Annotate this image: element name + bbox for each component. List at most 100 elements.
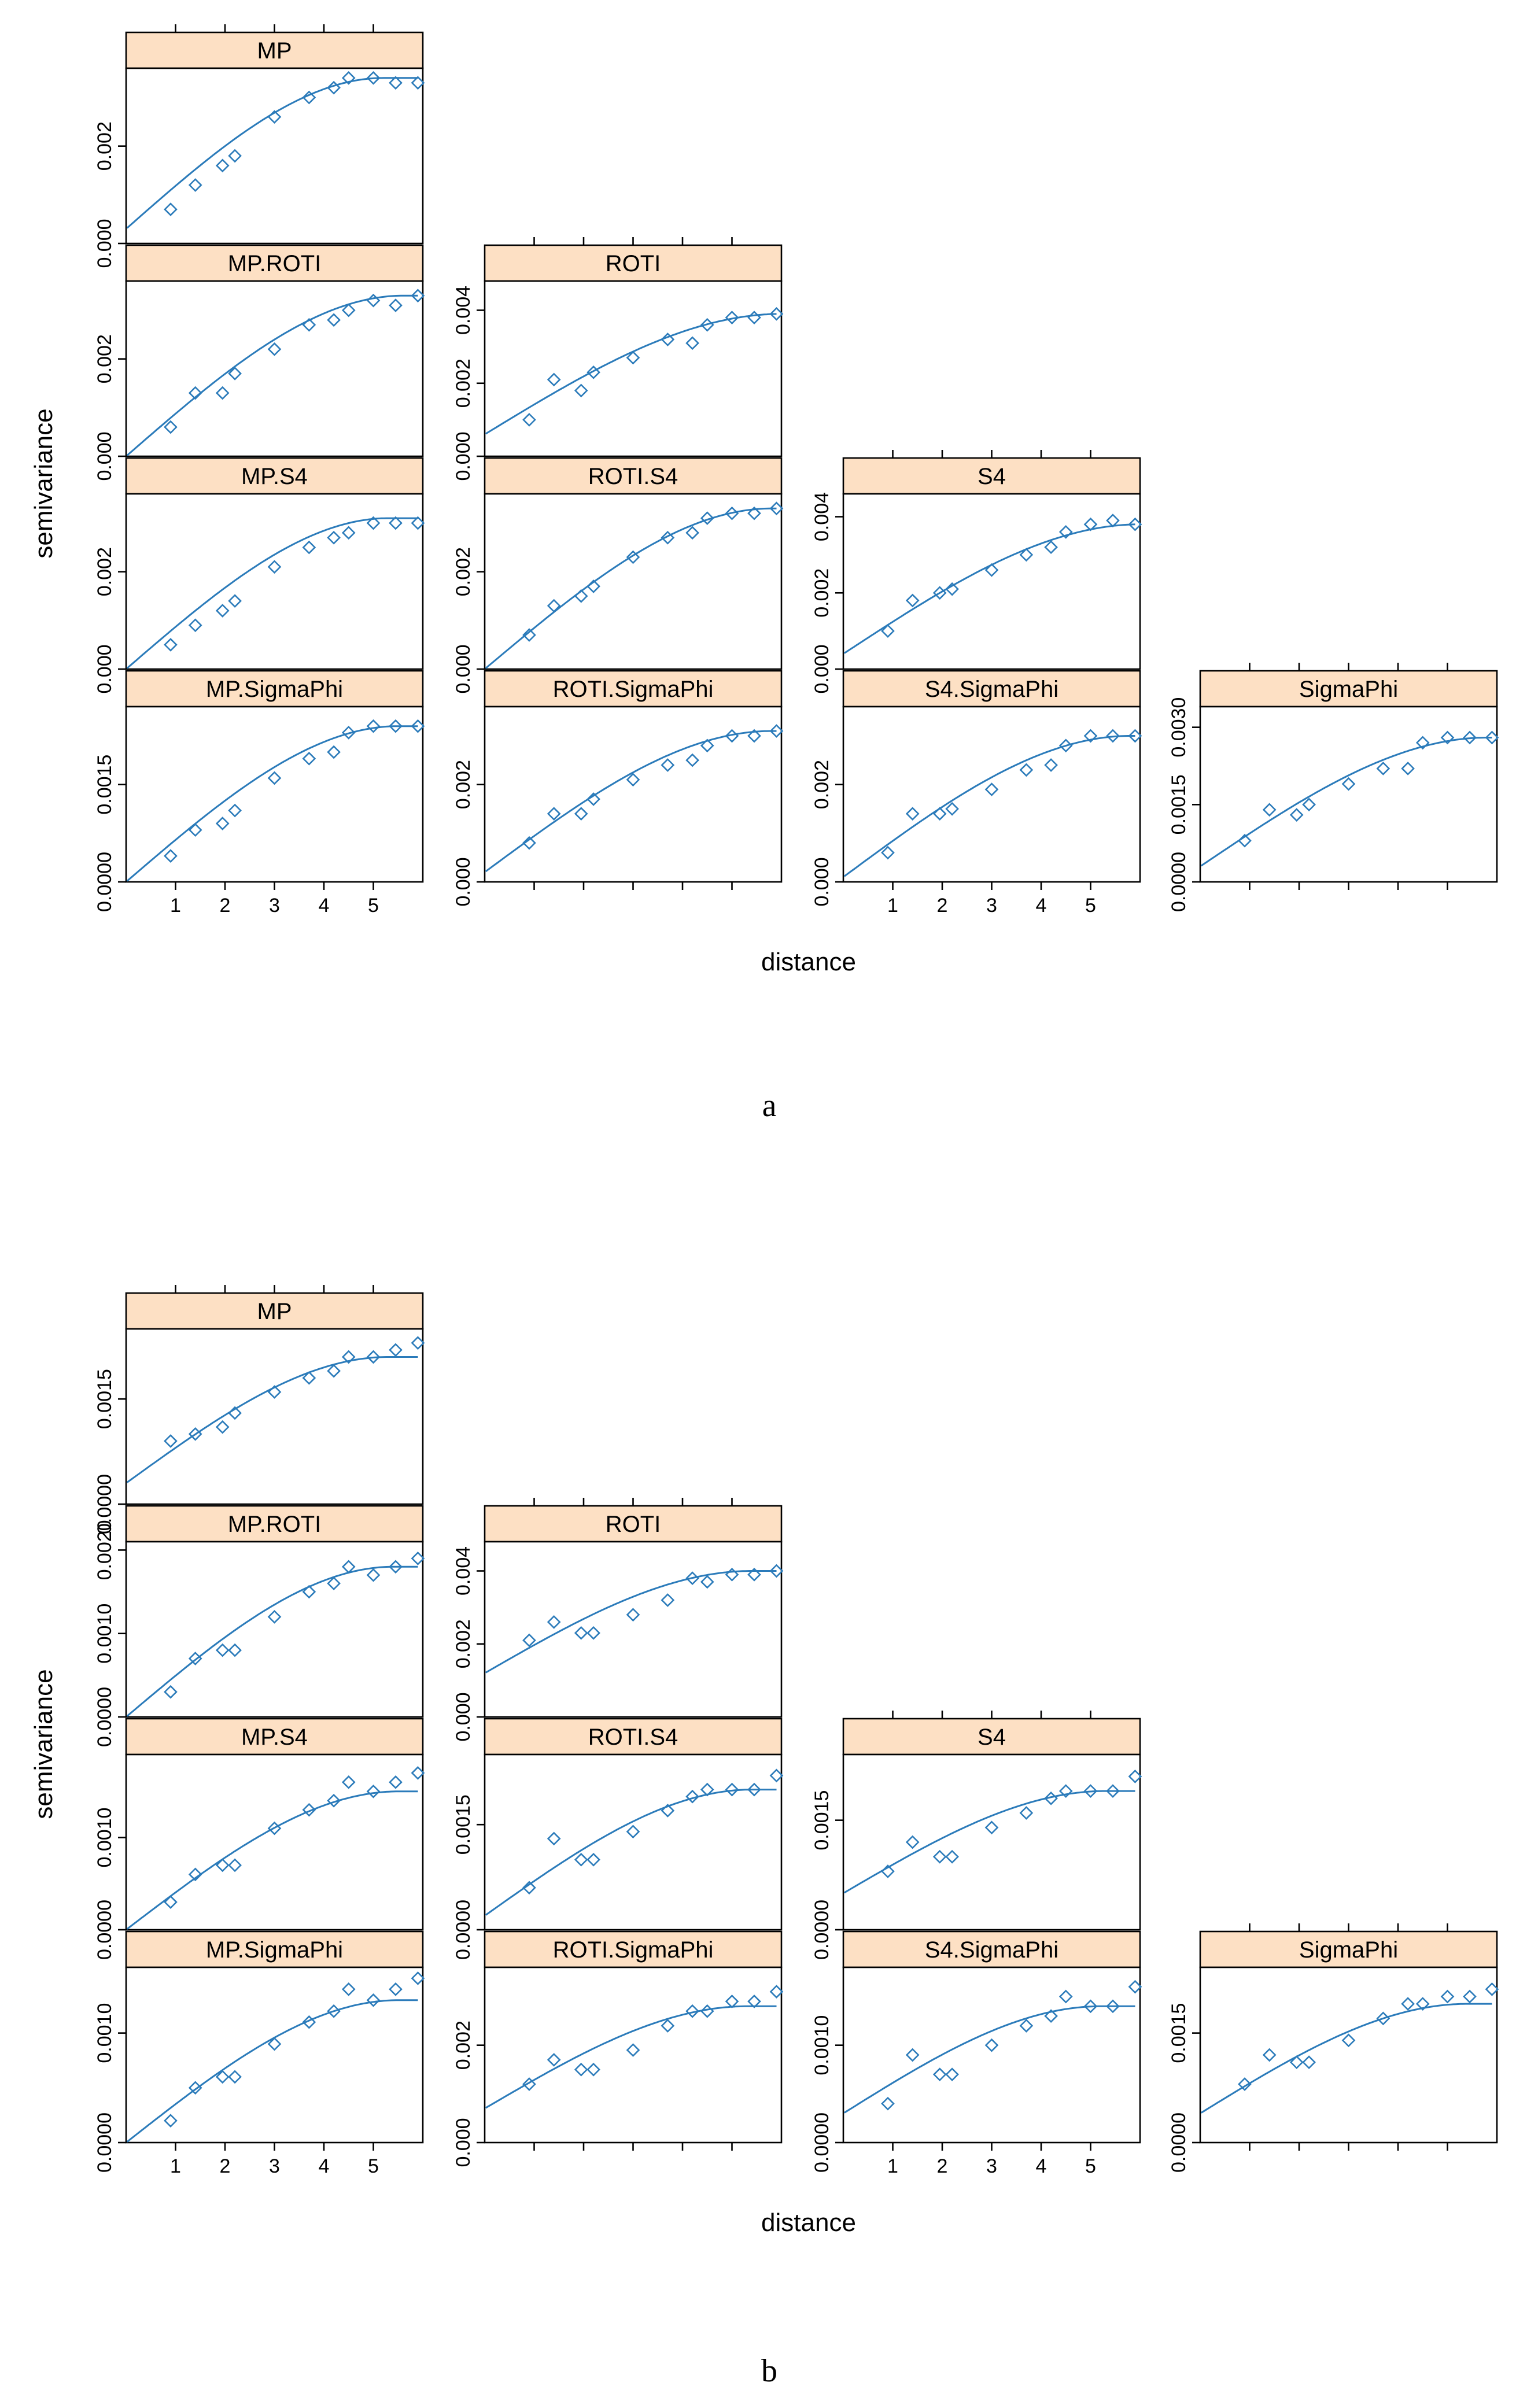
panel-strip (125, 244, 424, 282)
data-point (574, 2062, 588, 2077)
data-point (1044, 1791, 1058, 1805)
panel-plot-area (484, 1541, 783, 1718)
data-point (1083, 1999, 1098, 2014)
panel-strip-label: ROTI (606, 1512, 661, 1537)
data-point (341, 726, 356, 740)
data-point (661, 2019, 675, 2033)
data-point (769, 1564, 784, 1578)
fitted-model-line (485, 507, 777, 669)
data-point (725, 1995, 739, 2008)
y-tick-label: 0.0015 (452, 1794, 474, 1855)
data-point (522, 1881, 536, 1895)
data-point (574, 589, 588, 603)
panel-mp: MP 0.0000 0.0015 (94, 1285, 425, 1534)
data-point (366, 1784, 381, 1798)
panel-plot-area (1199, 1966, 1498, 2144)
panel-strip (484, 1718, 783, 1756)
data-point (1485, 730, 1499, 745)
y-tick-label: 0.002 (94, 121, 116, 171)
data-point (302, 1803, 316, 1817)
data-point (188, 618, 202, 633)
panel-roti: ROTI 0.000 0.002 0.004 (452, 237, 784, 481)
data-point (700, 511, 714, 525)
data-point (700, 738, 714, 753)
data-point (547, 1831, 561, 1846)
data-point (932, 807, 947, 821)
data-point (164, 849, 178, 863)
data-point (228, 149, 242, 163)
data-point (905, 2048, 920, 2062)
panel-plot-area (125, 280, 424, 457)
data-point (587, 792, 600, 806)
panel-plot-area (125, 1966, 424, 2144)
panel-plot-area (125, 706, 424, 883)
data-point (1019, 548, 1034, 562)
y-tick-label: 0.000 (452, 644, 474, 693)
data-point (411, 1766, 425, 1780)
data-point (188, 1652, 202, 1665)
data-point (522, 413, 536, 427)
data-point (302, 1585, 316, 1599)
data-point (1128, 517, 1142, 531)
panel-strip (125, 1292, 424, 1330)
data-point (327, 2004, 341, 2018)
panel-plot-area (125, 1541, 424, 1718)
data-point (164, 638, 178, 652)
data-point (905, 807, 920, 821)
panel-s4: S4 0.000 0.002 0.004 (811, 450, 1142, 694)
panel-strip (484, 670, 783, 708)
data-point (522, 836, 536, 850)
data-point (1083, 517, 1098, 531)
x-tick-label: 3 (269, 2155, 280, 2177)
data-point (547, 1615, 561, 1629)
panel-roti-sigmaphi: ROTI.SigmaPhi 0.000 0.002 (452, 1930, 784, 2167)
data-point (1238, 2077, 1252, 2091)
data-point (267, 560, 282, 574)
data-point (267, 1385, 282, 1399)
data-point (302, 317, 316, 332)
data-point (366, 1993, 381, 2007)
data-point (1128, 729, 1142, 743)
data-point (626, 773, 640, 787)
x-axis-title: distance (761, 948, 856, 976)
data-point (1044, 540, 1058, 555)
y-tick-label: 0.000 (94, 644, 116, 693)
data-point (389, 1343, 403, 1357)
data-point (626, 350, 640, 365)
data-point (1019, 2019, 1034, 2033)
panel-roti-s4: ROTI.S4 0.000 0.002 (452, 457, 784, 694)
panel-plot-area (484, 493, 783, 670)
panel-plot-area (842, 493, 1141, 670)
y-tick-label: 0.000 (452, 431, 474, 481)
data-point (228, 1406, 242, 1420)
data-point (1463, 730, 1477, 745)
data-point (267, 110, 282, 124)
data-point (522, 1633, 536, 1648)
data-point (341, 1350, 356, 1364)
panel-roti: ROTI 0.000 0.002 0.004 (452, 1498, 784, 1742)
data-point (700, 2004, 714, 2018)
data-point (1106, 1784, 1120, 1798)
x-tick-label: 4 (1036, 895, 1047, 917)
data-point (389, 76, 403, 90)
data-point (1019, 1806, 1034, 1820)
data-point (769, 1985, 784, 1999)
data-point (1262, 803, 1277, 817)
data-point (626, 2043, 640, 2057)
y-tick-label: 0.0010 (811, 2015, 833, 2075)
panel-mp-s4: MP.S4 0.000 0.002 (94, 457, 425, 694)
data-point (725, 506, 739, 520)
subfigure-label: b (761, 2353, 777, 2389)
y-tick-label: 0.002 (94, 547, 116, 596)
data-point (327, 1793, 341, 1808)
x-tick-label: 5 (368, 2155, 379, 2177)
data-point (1415, 1997, 1430, 2011)
y-tick-label: 0.0020 (94, 1520, 116, 1580)
data-point (327, 313, 341, 327)
panel-s4-sigmaphi: S4.SigmaPhi 0.000 0.002 1 2 3 4 5 (811, 670, 1142, 917)
data-point (661, 1804, 675, 1818)
y-tick-label: 0.002 (452, 359, 474, 408)
data-point (905, 593, 920, 608)
data-point (215, 604, 230, 618)
